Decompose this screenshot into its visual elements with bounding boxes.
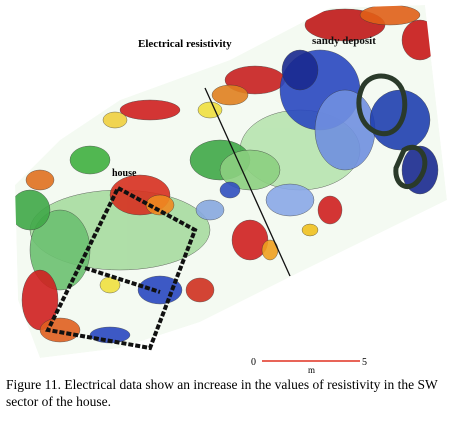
resistivity-patch [89,326,131,344]
resistivity-patch [197,101,223,119]
resistivity-patch [15,189,51,231]
house-wall [84,266,161,294]
resistivity-patch [219,181,241,199]
resistivity-map: Electrical resistivity sandy deposit hou… [15,5,447,375]
resistivity-patch [314,89,376,171]
resistivity-patch [185,277,215,303]
map-label: sandy deposit [312,35,376,47]
map-label: house [112,168,137,179]
resistivity-patch [29,209,91,291]
house-outline [45,185,198,351]
survey-line [204,87,291,277]
resistivity-patch [219,149,281,191]
map-surface [15,5,447,358]
resistivity-patch [231,219,269,261]
anomaly-rings [356,73,428,190]
resistivity-patch [119,99,181,121]
scale-label: 5 [362,357,367,368]
house-wall [45,185,198,351]
ring [356,73,408,137]
figure-caption: Figure 11. Electrical data show an incre… [6,377,438,409]
scale-label: 0 [251,357,256,368]
resistivity-patch [401,19,439,61]
resistivity-patch [317,195,343,225]
resistivity-patch [301,223,319,237]
resistivity-patch [211,84,249,106]
resistivity-patch [99,276,121,294]
resistivity-patch [281,49,319,91]
resistivity-patch [401,145,439,195]
resistivity-patch [25,169,55,191]
map-title: Electrical resistivity [138,38,232,50]
resistivity-patch [69,145,111,175]
resistivity-patch [102,111,128,129]
resistivity-patch [359,5,421,26]
ring [393,145,428,190]
scale-unit: m [308,365,315,375]
resistivity-patch [195,199,225,221]
resistivity-patch [265,183,315,217]
